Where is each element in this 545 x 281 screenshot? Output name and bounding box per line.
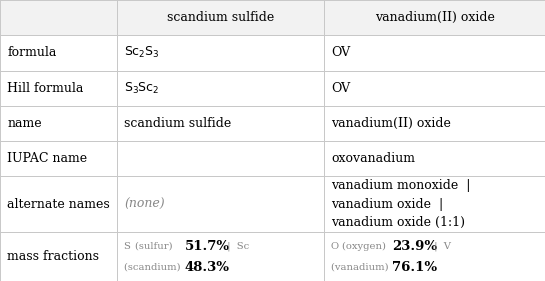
Bar <box>0 0 117 35</box>
Text: 76.1%: 76.1% <box>392 261 437 274</box>
Text: (scandium): (scandium) <box>124 263 184 272</box>
Text: (oxygen): (oxygen) <box>342 242 390 251</box>
Text: O: O <box>331 242 343 251</box>
Text: (vanadium): (vanadium) <box>331 263 392 272</box>
Text: Hill formula: Hill formula <box>7 82 83 95</box>
Text: scandium sulfide: scandium sulfide <box>167 11 274 24</box>
Bar <box>117 0 324 35</box>
Text: 23.9%: 23.9% <box>392 240 437 253</box>
Text: (sulfur): (sulfur) <box>135 242 176 251</box>
Text: vanadium(II) oxide: vanadium(II) oxide <box>331 117 451 130</box>
Text: 51.7%: 51.7% <box>185 240 230 253</box>
Text: formula: formula <box>7 46 57 59</box>
Text: scandium sulfide: scandium sulfide <box>124 117 232 130</box>
Text: 48.3%: 48.3% <box>185 261 230 274</box>
Text: IUPAC name: IUPAC name <box>7 152 87 165</box>
Text: (none): (none) <box>124 198 165 210</box>
Text: mass fractions: mass fractions <box>7 250 99 263</box>
Text: |  V: | V <box>428 242 451 251</box>
Text: |  Sc: | Sc <box>221 242 249 251</box>
Text: vanadium(II) oxide: vanadium(II) oxide <box>375 11 494 24</box>
Text: OV: OV <box>331 82 350 95</box>
Bar <box>324 0 545 35</box>
Text: oxovanadium: oxovanadium <box>331 152 415 165</box>
Text: name: name <box>7 117 42 130</box>
Text: S: S <box>124 242 134 251</box>
Text: OV: OV <box>331 46 350 59</box>
Text: vanadium monoxide  |
vanadium oxide  |
vanadium oxide (1:1): vanadium monoxide | vanadium oxide | van… <box>331 179 471 229</box>
Text: $\mathregular{Sc_2S_3}$: $\mathregular{Sc_2S_3}$ <box>124 45 160 60</box>
Text: $\mathregular{S_3Sc_2}$: $\mathregular{S_3Sc_2}$ <box>124 81 160 96</box>
Text: alternate names: alternate names <box>7 198 110 210</box>
